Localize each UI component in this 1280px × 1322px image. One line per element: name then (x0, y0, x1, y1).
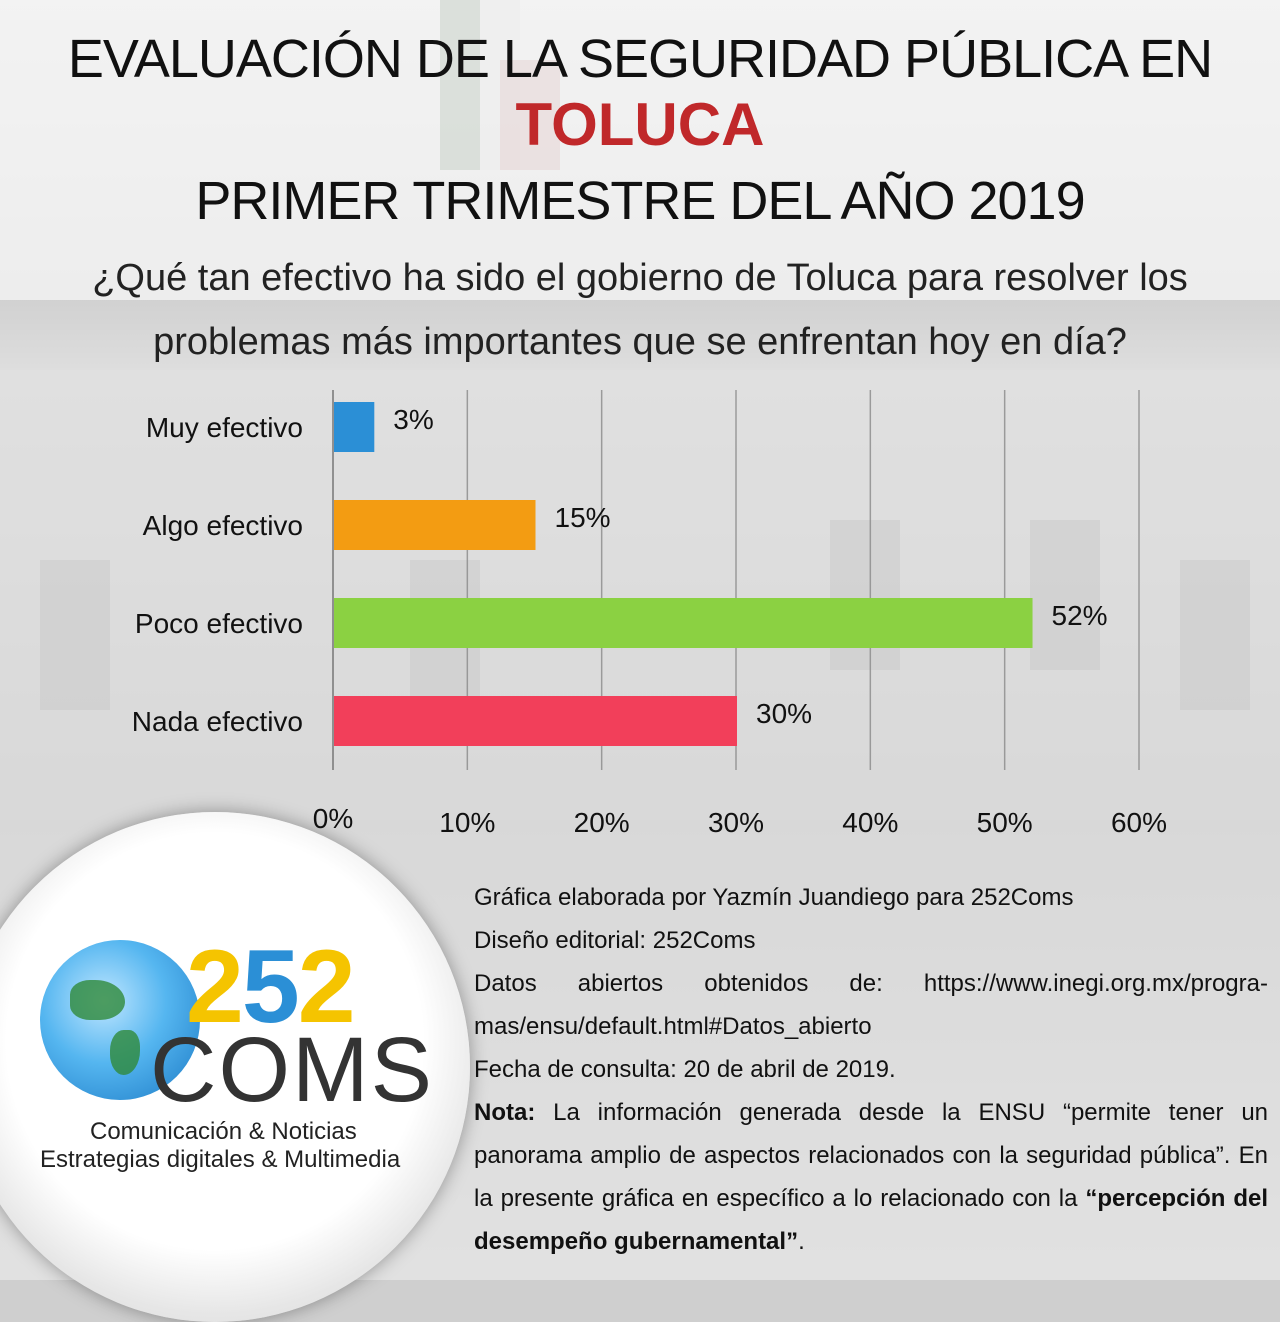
credit-source: Datos abiertos obtenidos de: https://www… (474, 970, 1268, 1040)
title-line-3: PRIMER TRIMESTRE DEL AÑO 2019 (195, 171, 1085, 231)
x-tick-label: 30% (708, 807, 764, 838)
logo-digit-2: 5 (241, 929, 300, 1045)
bar (334, 500, 536, 550)
logo-tagline-1: Comunicación & Noticias (90, 1118, 357, 1145)
bar-chart: Muy efectivo 3% Algo efectivo 15% Poco efect… (132, 390, 1167, 838)
x-tick-label: 60% (1111, 807, 1167, 838)
x-tick-label: 20% (574, 807, 630, 838)
bar (334, 402, 375, 452)
bar (334, 598, 1033, 648)
logo-wordmark: COMS (150, 1019, 434, 1121)
globe-icon (40, 940, 200, 1100)
credits-block: Gráfica elaborada por Yazmín Juandiego p… (474, 876, 1268, 1263)
category-label: Nada efectivo (132, 706, 303, 737)
title-line-1: EVALUACIÓN DE LA SEGURIDAD PÚBLICA EN (67, 29, 1213, 89)
x-tick-label: 50% (977, 807, 1033, 838)
value-label: 30% (756, 698, 812, 729)
credit-author: Gráfica elaborada por Yazmín Juandiego p… (474, 884, 1074, 911)
value-label: 15% (555, 502, 611, 533)
note-label: Nota: (474, 1099, 536, 1126)
category-label: Muy efectivo (146, 412, 303, 443)
value-label: 52% (1052, 600, 1108, 631)
logo-number: 252 (186, 935, 356, 1039)
note-end: . (798, 1228, 805, 1255)
bar (334, 696, 737, 746)
note-text: La información generada desde la ENSU “p… (474, 1099, 1269, 1212)
logo-digit-1: 2 (186, 929, 244, 1045)
logo-tagline-2: Estrategias digitales & Multimedia (40, 1146, 401, 1173)
credit-date: Fecha de consulta: 20 de abril de 2019. (474, 1056, 896, 1083)
logo-digit-3: 2 (297, 929, 356, 1045)
value-label: 3% (393, 404, 433, 435)
note-emphasis: “percepción del desempeño gubernamental” (474, 1185, 1268, 1255)
title-city: TOLUCA (515, 91, 765, 158)
credit-design: Diseño editorial: 252Coms (474, 927, 756, 954)
category-label: Poco efectivo (135, 608, 303, 639)
category-label: Algo efectivo (143, 510, 303, 541)
x-tick-label: 10% (439, 807, 495, 838)
survey-question: ¿Qué tan efectivo ha sido el gobierno de… (92, 257, 1188, 363)
x-tick-label: 40% (842, 807, 898, 838)
x-tick-label: 0% (313, 803, 353, 834)
credit-note: Nota: La información generada desde la E… (474, 1091, 1268, 1263)
